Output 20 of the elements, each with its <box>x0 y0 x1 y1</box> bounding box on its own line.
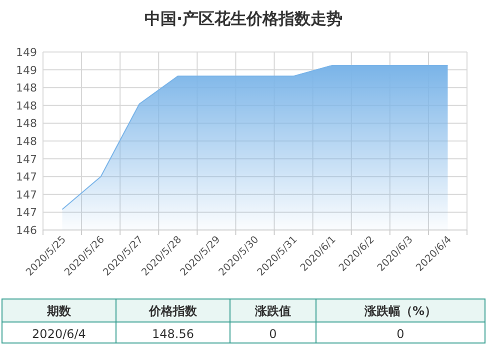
text: 涨跌幅（%） <box>363 304 437 318</box>
y-tick-label: 149 <box>16 46 37 59</box>
text: 价格指数 <box>148 304 198 318</box>
y-tick-label: 148 <box>16 82 37 95</box>
y-tick-label: 149 <box>16 64 37 77</box>
text: 期数 <box>46 304 72 318</box>
text: 涨跌值 <box>254 304 291 318</box>
y-tick-label: 148 <box>16 99 37 112</box>
y-tick-label: 147 <box>16 206 37 220</box>
y-tick-label: 148 <box>16 135 37 148</box>
y-tick-label: 147 <box>16 170 37 184</box>
text: 148.56 <box>152 327 194 341</box>
text: 0 <box>396 327 404 341</box>
y-tick-label: 147 <box>16 152 37 166</box>
text: 2020/6/4 <box>32 327 86 341</box>
y-tick-label: 146 <box>16 224 37 237</box>
text: 0 <box>269 327 277 341</box>
y-tick-label: 148 <box>16 117 37 130</box>
y-tick-label: 147 <box>16 188 37 202</box>
chart-title: 中国·产区花生价格指数走势 <box>144 9 343 28</box>
